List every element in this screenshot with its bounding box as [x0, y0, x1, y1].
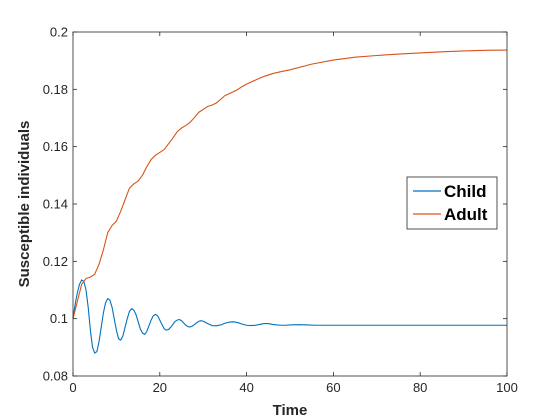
- x-tick-label: 20: [153, 380, 167, 395]
- series-line-adult: [72, 49, 508, 319]
- y-tick-label: 0.1: [50, 311, 68, 326]
- legend-label: Adult: [444, 205, 488, 224]
- series-layer: [72, 49, 508, 354]
- y-tick-label: 0.18: [43, 82, 68, 97]
- ticks-layer: 0 20 40 60 80 100 0.08 0.1 0.12 0.14 0.16 0.18 0.2: [43, 25, 518, 396]
- x-tick-label: 60: [326, 380, 340, 395]
- y-tick-label: 0.08: [43, 369, 68, 384]
- x-axis-label: Time: [273, 402, 308, 419]
- x-tick-label: 100: [496, 380, 518, 395]
- y-axis-label: Susceptible individuals: [16, 121, 33, 288]
- x-tick-label: 0: [69, 380, 76, 395]
- y-tick-label: 0.12: [43, 254, 68, 269]
- y-tick-label: 0.2: [50, 25, 68, 40]
- x-tick-label: 80: [413, 380, 427, 395]
- y-tick-label: 0.14: [43, 197, 68, 212]
- legend-box: [406, 176, 498, 230]
- y-tick-label: 0.16: [43, 139, 68, 154]
- series-line-child: [72, 279, 507, 354]
- legend-item-adult: Adult: [413, 205, 488, 224]
- legend-item-child: Child: [413, 182, 487, 201]
- x-tick-label: 40: [239, 380, 253, 395]
- legend-label: Child: [444, 182, 487, 201]
- legend: Child Adult: [406, 176, 498, 230]
